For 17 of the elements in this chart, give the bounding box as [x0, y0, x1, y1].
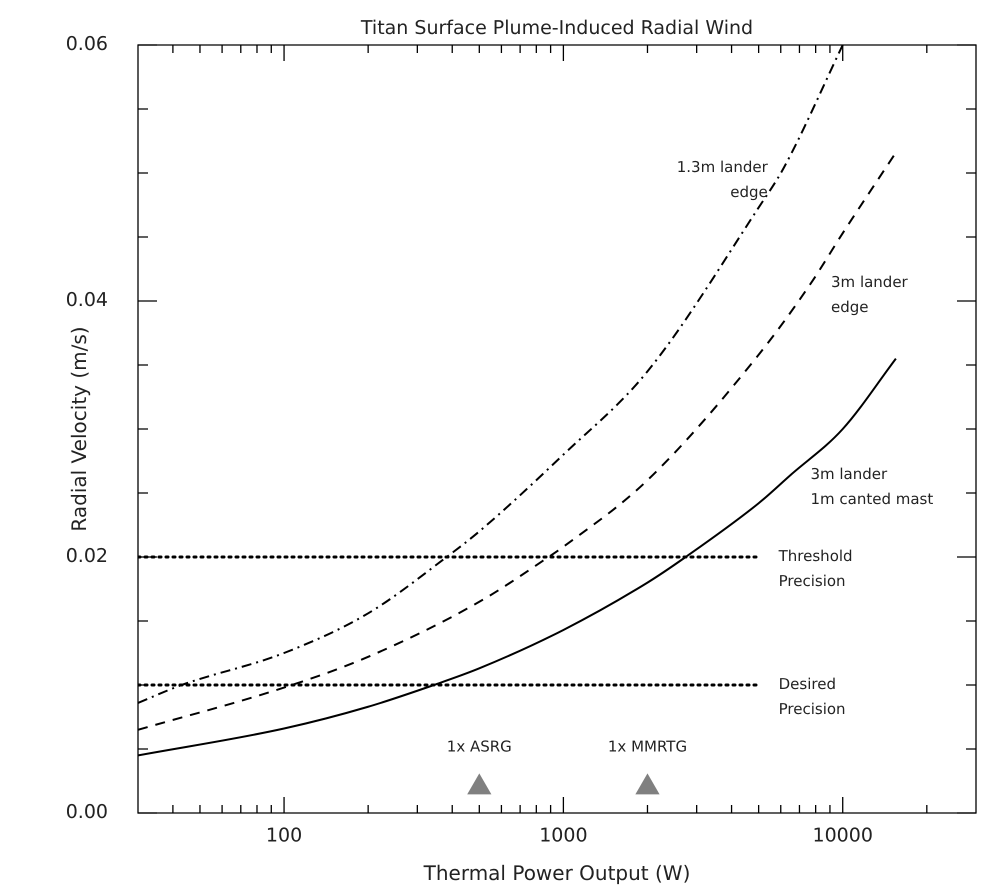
- annotation: 3m lander 1m canted mast: [810, 464, 934, 508]
- chart-title: Titan Surface Plume-Induced Radial Wind: [360, 17, 754, 39]
- y-tick-label: 0.04: [66, 288, 108, 311]
- x-tick-label: 100: [266, 824, 302, 846]
- x-axis-title: Thermal Power Output (W): [422, 861, 690, 885]
- annotation: 3m lander edge: [831, 272, 909, 316]
- annotation: 1x MMRTG: [608, 737, 688, 756]
- annotation: 1.3m lander edge: [676, 158, 769, 201]
- y-tick-label: 0.06: [66, 32, 108, 55]
- x-tick-label: 10000: [812, 824, 873, 846]
- y-axis-title: Radial Velocity (m/s): [67, 326, 91, 532]
- annotation: Desired Precision: [778, 674, 846, 718]
- annotation: 1x ASRG: [446, 737, 512, 756]
- y-tick-label: 0.02: [66, 544, 108, 567]
- y-tick-label: 0.00: [66, 800, 108, 823]
- annotation: Threshold Precision: [778, 546, 853, 590]
- x-tick-label: 1000: [539, 824, 588, 846]
